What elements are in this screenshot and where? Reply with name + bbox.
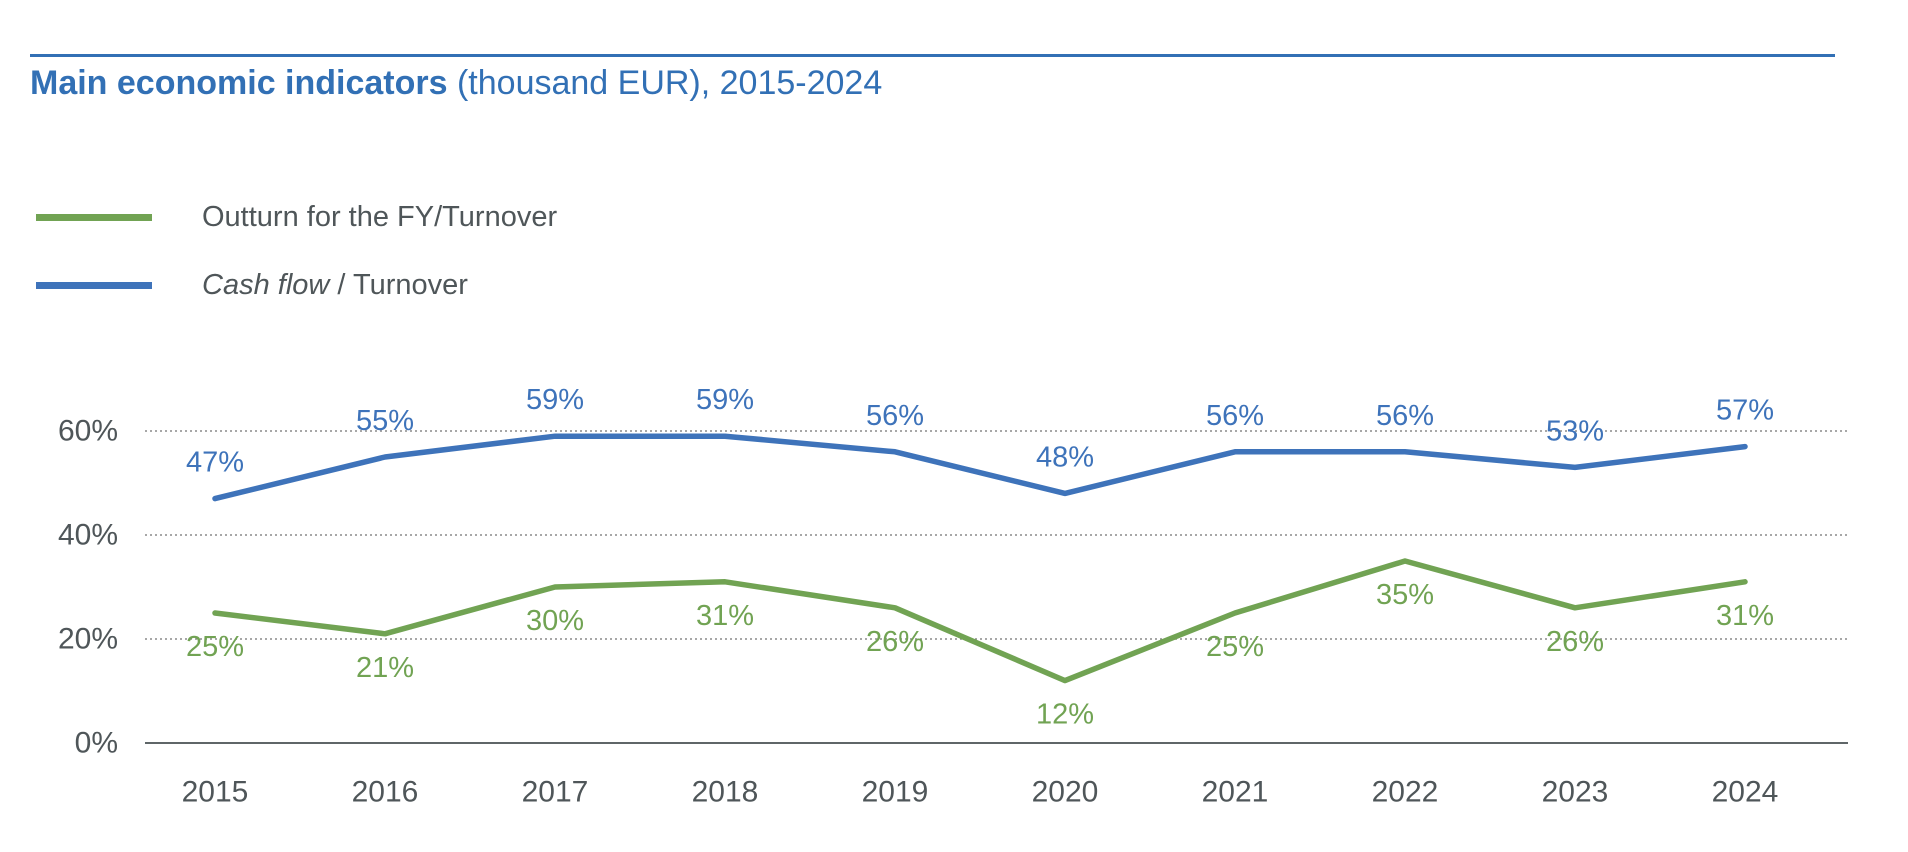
y-tick-label: 0% [75, 727, 118, 760]
series-line-outturn [212, 558, 1748, 684]
y-tick-label: 20% [58, 623, 118, 656]
legend-swatch [36, 281, 152, 289]
data-label-cash-flow: 59% [526, 384, 584, 416]
x-tick-label: 2015 [182, 776, 249, 809]
x-tick-label: 2022 [1372, 776, 1439, 809]
legend-label: Cash flow / Turnover [202, 268, 468, 301]
y-tick-label: 40% [58, 519, 118, 552]
x-tick-label: 2023 [1542, 776, 1609, 809]
data-label-outturn: 26% [866, 626, 924, 658]
x-tick-label: 2018 [692, 776, 759, 809]
x-tick-label: 2017 [522, 776, 589, 809]
data-label-cash-flow: 53% [1546, 415, 1604, 447]
data-label-cash-flow: 56% [866, 400, 924, 432]
x-tick-label: 2021 [1202, 776, 1269, 809]
x-tick-label: 2024 [1712, 776, 1779, 809]
data-label-outturn: 31% [1716, 600, 1774, 632]
x-tick-label: 2020 [1032, 776, 1099, 809]
legend-item: Cash flow / Turnover [36, 251, 557, 319]
data-label-outturn: 25% [1206, 631, 1264, 663]
data-label-outturn: 25% [186, 631, 244, 663]
series-line-cash-flow [212, 433, 1748, 502]
data-label-cash-flow: 47% [186, 447, 244, 479]
x-tick-label: 2016 [352, 776, 419, 809]
data-label-cash-flow: 56% [1206, 400, 1264, 432]
data-label-cash-flow: 55% [356, 405, 414, 437]
chart-legend: Outturn for the FY/Turnover Cash flow / T… [36, 183, 557, 319]
data-label-outturn: 12% [1036, 699, 1094, 731]
x-tick-label: 2019 [862, 776, 929, 809]
data-label-cash-flow: 48% [1036, 441, 1094, 473]
figure-title-subtitle: (thousand EUR), 2015-2024 [447, 64, 883, 102]
data-label-cash-flow: 59% [696, 384, 754, 416]
data-label-outturn: 26% [1546, 626, 1604, 658]
data-label-outturn: 21% [356, 652, 414, 684]
legend-swatch [36, 213, 152, 221]
data-label-outturn: 35% [1376, 579, 1434, 611]
data-label-cash-flow: 57% [1716, 395, 1774, 427]
y-tick-label: 60% [58, 415, 118, 448]
data-label-outturn: 31% [696, 600, 754, 632]
data-label-cash-flow: 56% [1376, 400, 1434, 432]
legend-label: Outturn for the FY/Turnover [202, 200, 558, 233]
data-label-outturn: 30% [526, 605, 584, 637]
legend-item: Outturn for the FY/Turnover [36, 183, 557, 251]
title-rule [30, 54, 1835, 57]
figure-title: Main economic indicators (thousand EUR),… [30, 64, 882, 103]
figure-title-main: Main economic indicators [30, 64, 448, 102]
